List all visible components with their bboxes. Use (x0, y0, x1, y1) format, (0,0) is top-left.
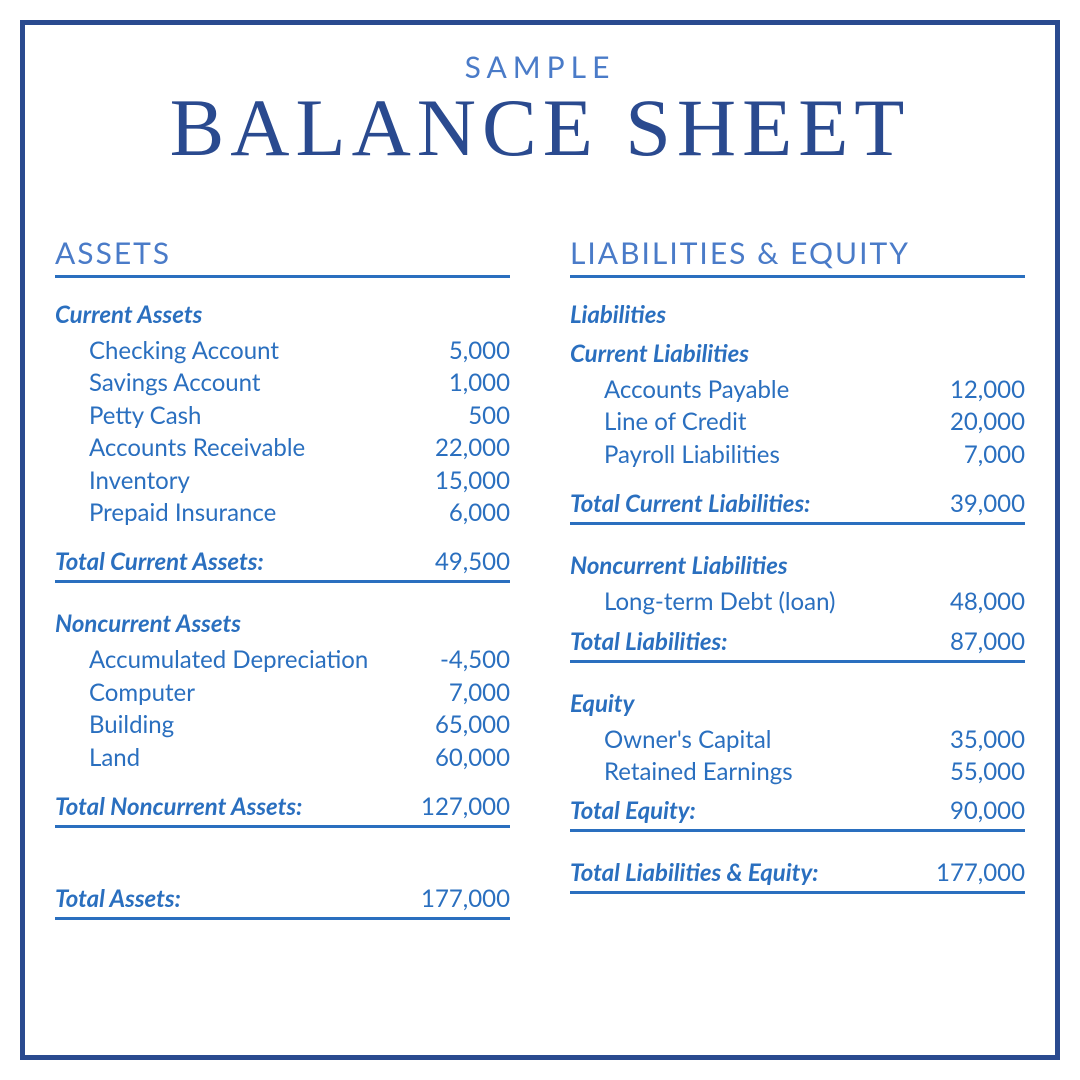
item-value: 20,000 (905, 406, 1025, 438)
item-value: 1,000 (390, 367, 510, 399)
item-label: Prepaid Insurance (89, 497, 390, 529)
item-value: 7,000 (390, 677, 510, 709)
total-label: Total Assets: (55, 884, 390, 913)
line-item: Retained Earnings55,000 (604, 756, 1025, 788)
noncurrent-liabilities-items: Long-term Debt (loan)48,000 (570, 586, 1025, 618)
line-item: Accounts Payable12,000 (604, 374, 1025, 406)
total-current-liabilities: Total Current Liabilities: 39,000 (570, 489, 1025, 525)
line-item: Building65,000 (89, 709, 510, 741)
item-value: 500 (390, 400, 510, 432)
line-item: Owner's Capital35,000 (604, 724, 1025, 756)
item-label: Payroll Liabilities (604, 439, 905, 471)
current-liabilities-heading: Current Liabilities (570, 339, 1025, 368)
line-item: Accumulated Depreciation-4,500 (89, 644, 510, 676)
total-assets: Total Assets: 177,000 (55, 884, 510, 920)
noncurrent-liabilities-heading: Noncurrent Liabilities (570, 551, 1025, 580)
line-item: Petty Cash500 (89, 400, 510, 432)
current-assets-items: Checking Account5,000 Savings Account1,0… (55, 335, 510, 529)
item-label: Petty Cash (89, 400, 390, 432)
item-value: -4,500 (390, 644, 510, 676)
noncurrent-assets-items: Accumulated Depreciation-4,500 Computer7… (55, 644, 510, 774)
line-item: Inventory15,000 (89, 465, 510, 497)
item-value: 6,000 (390, 497, 510, 529)
total-value: 87,000 (905, 627, 1025, 656)
item-label: Checking Account (89, 335, 390, 367)
total-label: Total Current Liabilities: (570, 489, 905, 518)
sample-label: SAMPLE (55, 49, 1025, 85)
total-value: 177,000 (905, 858, 1025, 887)
item-label: Accounts Receivable (89, 432, 390, 464)
item-label: Long-term Debt (loan) (604, 586, 905, 618)
item-label: Inventory (89, 465, 390, 497)
total-label: Total Liabilities & Equity: (570, 858, 905, 887)
total-label: Total Equity: (570, 796, 905, 825)
item-label: Line of Credit (604, 406, 905, 438)
total-value: 127,000 (390, 792, 510, 821)
total-value: 49,500 (390, 547, 510, 576)
total-liabilities-equity: Total Liabilities & Equity: 177,000 (570, 858, 1025, 894)
total-value: 177,000 (390, 884, 510, 913)
item-value: 15,000 (390, 465, 510, 497)
liabilities-equity-column: LIABILITIES & EQUITY Liabilities Current… (570, 235, 1025, 920)
equity-items: Owner's Capital35,000 Retained Earnings5… (570, 724, 1025, 789)
item-label: Building (89, 709, 390, 741)
assets-heading: ASSETS (55, 235, 510, 278)
current-liabilities-items: Accounts Payable12,000 Line of Credit20,… (570, 374, 1025, 471)
line-item: Computer7,000 (89, 677, 510, 709)
item-label: Savings Account (89, 367, 390, 399)
item-value: 35,000 (905, 724, 1025, 756)
total-equity: Total Equity: 90,000 (570, 796, 1025, 832)
liab-equity-heading: LIABILITIES & EQUITY (570, 235, 1025, 278)
page: SAMPLE BALANCE SHEET ASSETS Current Asse… (0, 0, 1080, 1080)
item-value: 12,000 (905, 374, 1025, 406)
item-value: 5,000 (390, 335, 510, 367)
total-current-assets: Total Current Assets: 49,500 (55, 547, 510, 583)
total-value: 39,000 (905, 489, 1025, 518)
line-item: Accounts Receivable22,000 (89, 432, 510, 464)
page-title: BALANCE SHEET (55, 81, 1025, 175)
line-item: Line of Credit20,000 (604, 406, 1025, 438)
item-value: 65,000 (390, 709, 510, 741)
assets-column: ASSETS Current Assets Checking Account5,… (55, 235, 510, 920)
total-label: Total Current Assets: (55, 547, 390, 576)
total-noncurrent-assets: Total Noncurrent Assets: 127,000 (55, 792, 510, 828)
line-item: Land60,000 (89, 742, 510, 774)
line-item: Payroll Liabilities7,000 (604, 439, 1025, 471)
item-label: Land (89, 742, 390, 774)
item-label: Accounts Payable (604, 374, 905, 406)
item-label: Owner's Capital (604, 724, 905, 756)
line-item: Prepaid Insurance6,000 (89, 497, 510, 529)
current-assets-heading: Current Assets (55, 300, 510, 329)
line-item: Savings Account1,000 (89, 367, 510, 399)
equity-heading: Equity (570, 689, 1025, 718)
total-label: Total Liabilities: (570, 627, 905, 656)
header: SAMPLE BALANCE SHEET (55, 49, 1025, 175)
item-label: Retained Earnings (604, 756, 905, 788)
total-liabilities: Total Liabilities: 87,000 (570, 627, 1025, 663)
line-item: Checking Account5,000 (89, 335, 510, 367)
item-label: Accumulated Depreciation (89, 644, 390, 676)
item-value: 22,000 (390, 432, 510, 464)
columns: ASSETS Current Assets Checking Account5,… (55, 235, 1025, 920)
frame-border: SAMPLE BALANCE SHEET ASSETS Current Asse… (20, 20, 1060, 1060)
noncurrent-assets-heading: Noncurrent Assets (55, 609, 510, 638)
item-value: 60,000 (390, 742, 510, 774)
liabilities-heading: Liabilities (570, 300, 1025, 329)
item-value: 7,000 (905, 439, 1025, 471)
line-item: Long-term Debt (loan)48,000 (604, 586, 1025, 618)
total-value: 90,000 (905, 796, 1025, 825)
item-value: 55,000 (905, 756, 1025, 788)
total-label: Total Noncurrent Assets: (55, 792, 390, 821)
item-label: Computer (89, 677, 390, 709)
item-value: 48,000 (905, 586, 1025, 618)
